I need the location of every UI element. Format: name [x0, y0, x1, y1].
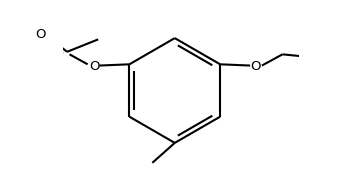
Text: O: O: [89, 60, 100, 73]
Text: O: O: [250, 60, 260, 73]
Text: O: O: [35, 28, 46, 41]
